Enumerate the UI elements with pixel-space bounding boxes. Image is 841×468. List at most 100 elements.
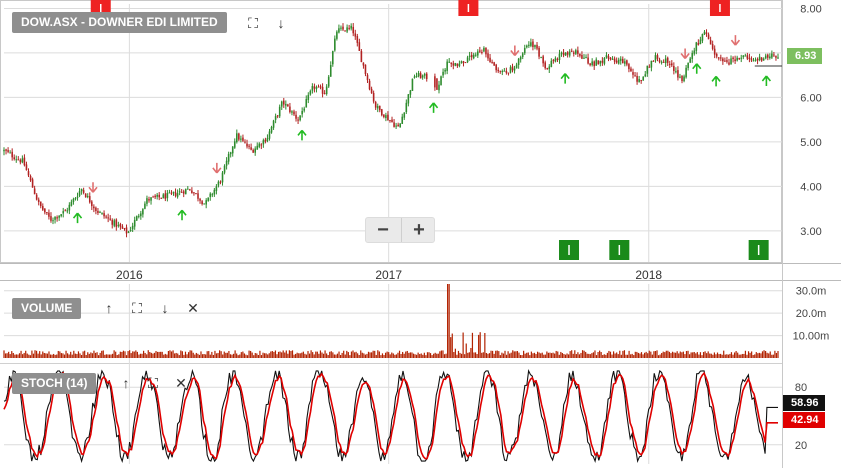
candlestick-body [470,54,473,58]
candlestick-body [117,224,120,226]
buy-signal-arrow [428,102,439,113]
close-icon[interactable]: ✕ [187,300,199,316]
volume-panel-title[interactable]: VOLUME [12,298,82,319]
volume-bar [84,350,86,358]
candlestick-body [131,225,134,230]
volume-bar [366,353,368,358]
candlestick-body [732,57,734,60]
candlestick-body [709,39,712,45]
candlestick-body [746,55,749,59]
volume-bar [478,334,480,358]
candlestick-body [507,72,510,74]
arrow-up-icon[interactable]: ↑ [122,375,130,391]
candlestick-body [713,48,716,55]
expand-icon[interactable]: ⛶ [148,375,158,391]
candlestick-body [387,114,389,121]
zoom-out-button[interactable]: − [377,219,389,241]
volume-bar [358,354,360,358]
volume-bar [136,351,138,358]
close-icon[interactable]: ✕ [175,375,187,391]
candlestick-body [356,36,359,43]
volume-bar [474,352,477,358]
volume-bar [423,352,425,358]
buy-signal-arrow [72,212,83,224]
volume-bar [510,352,512,358]
price-panel-title[interactable]: DOW.ASX - DOWNER EDI LIMITED [12,12,227,33]
candlestick-body [771,53,773,58]
volume-bar [287,353,289,358]
volume-bar [530,351,532,358]
volume-bar [327,355,329,358]
volume-bar [402,351,404,358]
candlestick-body [97,210,99,213]
candlestick-body [368,80,371,90]
volume-bar [450,337,452,358]
volume-bar [684,354,686,358]
volume-bar [115,351,117,358]
candlestick-body [301,110,303,115]
volume-bar [236,353,238,358]
candlestick-body [291,111,293,113]
buy-signal-arrow [761,75,772,87]
candlestick-body [344,30,346,32]
candlestick-body [632,72,634,75]
volume-bar [339,354,342,358]
candlestick-body [593,61,596,67]
volume-bar [650,351,652,358]
zoom-in-button[interactable]: + [401,218,436,242]
candlestick-body [129,230,132,232]
volume-bar [645,351,647,358]
candlestick-body [626,60,628,65]
volume-bar [408,352,410,358]
volume-bar [730,352,733,358]
volume-bar [383,354,385,358]
y-tick-label: 20 [795,440,807,452]
candlestick-body [101,212,103,214]
candlestick-body [440,76,442,86]
candlestick-body [248,145,250,147]
candlestick-body [311,86,314,91]
candlestick-body [558,53,561,61]
stoch-panel-title[interactable]: STOCH (14) [12,373,97,394]
volume-bar [749,352,751,358]
candlestick-body [572,52,575,54]
candlestick-body [775,56,777,58]
candlestick-body [460,61,463,64]
arrow-down-icon[interactable]: ↓ [277,15,285,31]
candlestick-body [436,78,438,90]
candlestick-body [501,71,504,73]
volume-bar [191,350,193,358]
candlestick-body [621,58,624,64]
volume-bar [612,351,615,358]
candlestick-body [740,57,743,59]
volume-bar [321,352,323,358]
candlestick-body [95,207,97,211]
x-tick-label: 2018 [635,268,662,282]
candlestick-body [21,158,24,163]
volume-bar [160,351,162,358]
candlestick-body [425,73,428,79]
volume-bar [431,355,433,358]
volume-bar [488,353,491,358]
arrow-down-icon[interactable]: ↓ [161,300,169,316]
volume-bar [682,351,684,358]
candlestick-body [340,27,342,29]
volume-bar [116,354,118,358]
candlestick-body [56,217,58,219]
candlestick-body [182,191,185,194]
expand-icon[interactable]: ⛶ [132,300,142,316]
expand-icon[interactable]: ⛶ [248,15,258,31]
volume-bar [121,351,123,358]
candlestick-body [266,137,269,141]
candlestick-body [378,105,381,111]
arrow-up-icon[interactable]: ↑ [105,300,113,316]
candlestick-body [221,172,224,183]
volume-bar [73,350,75,358]
candlestick-body [695,42,698,51]
volume-bar [586,353,588,358]
volume-bar [316,351,318,358]
candlestick-body [587,57,589,64]
volume-bar [220,351,222,358]
candlestick-body [536,44,538,49]
